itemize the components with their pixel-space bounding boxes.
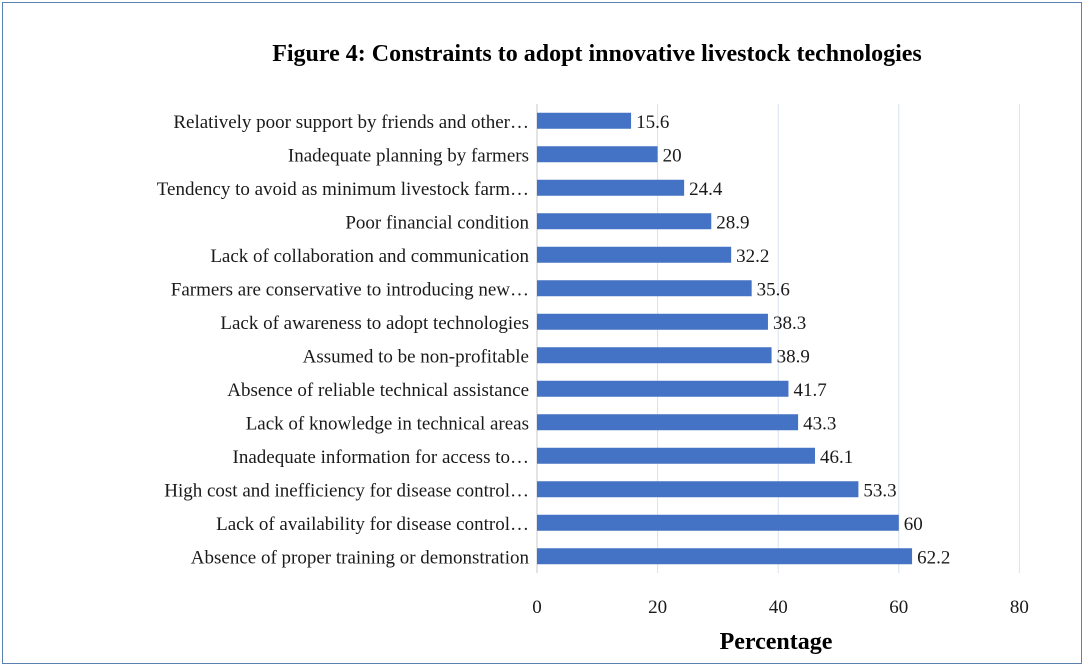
- category-label: Inadequate information for access to…: [233, 447, 530, 468]
- x-tick-label: 20: [648, 597, 667, 618]
- x-tick-label: 40: [769, 597, 788, 618]
- category-label: Lack of availability for disease control…: [216, 514, 529, 535]
- category-label: Farmers are conservative to introducing …: [171, 279, 529, 300]
- x-tick-labels: 0 20 40 60 80: [532, 597, 1029, 618]
- bars: [537, 113, 912, 565]
- bar: [537, 414, 798, 430]
- value-label: 60: [904, 514, 923, 535]
- category-label: Assumed to be non-profitable: [303, 346, 529, 367]
- bar: [537, 280, 752, 296]
- value-label: 38.3: [773, 313, 806, 334]
- category-label: High cost and inefficiency for disease c…: [164, 480, 529, 501]
- value-label: 32.2: [736, 246, 769, 267]
- category-label: Absence of proper training or demonstrat…: [191, 547, 530, 568]
- bar: [537, 314, 768, 330]
- bar: [537, 113, 631, 129]
- category-label: Relatively poor support by friends and o…: [173, 112, 529, 133]
- value-label: 35.6: [757, 279, 790, 300]
- bar: [537, 347, 772, 363]
- bar: [537, 180, 684, 196]
- value-label: 38.9: [777, 346, 810, 367]
- value-label: 62.2: [917, 547, 950, 568]
- category-label: Lack of collaboration and communication: [210, 246, 529, 267]
- value-label: 53.3: [863, 480, 896, 501]
- x-tick-label: 60: [889, 597, 908, 618]
- bar: [537, 548, 912, 564]
- value-label: 24.4: [689, 179, 723, 200]
- value-label: 20: [663, 145, 682, 166]
- x-axis-label: Percentage: [720, 629, 833, 655]
- category-label: Lack of knowledge in technical areas: [246, 413, 529, 434]
- bar: [537, 213, 711, 229]
- category-label: Absence of reliable technical assistance: [227, 380, 529, 401]
- gridlines: [537, 104, 1019, 573]
- category-label: Poor financial condition: [345, 212, 529, 233]
- value-label: 43.3: [803, 413, 836, 434]
- bar: [537, 247, 731, 263]
- bar: [537, 481, 858, 497]
- value-label: 28.9: [716, 212, 749, 233]
- bar: [537, 515, 899, 531]
- x-tick-label: 80: [1010, 597, 1029, 618]
- value-label: 41.7: [793, 380, 826, 401]
- value-label: 15.6: [636, 112, 669, 133]
- bar: [537, 448, 815, 464]
- category-label: Inadequate planning by farmers: [288, 145, 529, 166]
- bar: [537, 381, 788, 397]
- x-tick-label: 0: [532, 597, 542, 618]
- category-labels: Relatively poor support by friends and o…: [157, 112, 530, 569]
- category-label: Lack of awareness to adopt technologies: [220, 313, 529, 334]
- bar: [537, 146, 658, 162]
- category-label: Tendency to avoid as minimum livestock f…: [157, 179, 529, 200]
- value-label: 46.1: [820, 447, 853, 468]
- chart-title: Figure 4: Constraints to adopt innovativ…: [272, 41, 922, 67]
